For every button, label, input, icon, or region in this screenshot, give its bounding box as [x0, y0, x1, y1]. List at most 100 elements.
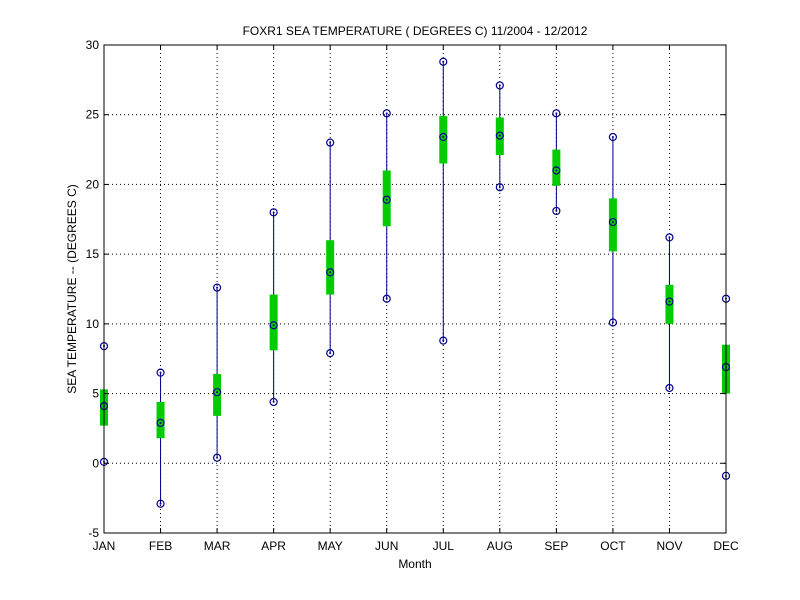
- marker-ring: [552, 109, 561, 118]
- interquartile-box: [552, 149, 561, 186]
- y-axis-title: SEA TEMPERATURE -- (DEGREES C): [65, 184, 79, 394]
- min-marker: [608, 318, 618, 327]
- x-tick-label: OCT: [600, 539, 626, 553]
- x-tick-label: SEP: [544, 539, 568, 553]
- marker-dot: [668, 236, 671, 239]
- marker-ring: [326, 138, 335, 147]
- marker-ring: [552, 166, 561, 175]
- box-apr: [269, 208, 278, 407]
- axis-ticks: -5 0 5 10 15 20 25 30 JAN FEB MAR APR MAY JUN JUL AUG SE…: [86, 38, 739, 553]
- min-marker: [495, 183, 504, 192]
- marker-ring: [156, 368, 165, 377]
- box-oct: [608, 132, 618, 327]
- box-aug: [495, 81, 504, 192]
- marker-dot: [442, 136, 445, 139]
- marker-ring: [269, 208, 278, 217]
- median-marker: [326, 268, 335, 277]
- max-marker: [156, 368, 165, 377]
- x-tick-label: MAY: [318, 539, 343, 553]
- marker-dot: [159, 371, 162, 374]
- x-tick-label: NOV: [656, 539, 682, 553]
- marker-dot: [329, 352, 332, 355]
- median-marker: [552, 166, 561, 175]
- max-marker: [439, 57, 448, 66]
- marker-ring: [382, 294, 391, 303]
- x-tick-label: JUL: [433, 539, 455, 553]
- interquartile-box: [213, 374, 222, 416]
- median-marker: [495, 131, 504, 140]
- marker-dot: [272, 324, 275, 327]
- marker-ring: [326, 349, 335, 358]
- x-tick-label: AUG: [487, 539, 513, 553]
- marker-ring: [382, 195, 391, 204]
- interquartile-box: [156, 401, 165, 439]
- marker-dot: [611, 221, 614, 224]
- min-marker: [439, 336, 448, 345]
- x-tick-label: JUN: [375, 539, 398, 553]
- marker-dot: [498, 134, 501, 137]
- interquartile-box: [665, 284, 674, 324]
- marker-dot: [611, 136, 614, 139]
- marker-ring: [326, 268, 335, 277]
- box-may: [326, 138, 335, 358]
- y-tick-label: 0: [92, 456, 99, 470]
- marker-dot: [329, 141, 332, 144]
- marker-dot: [668, 386, 671, 389]
- box-jun: [382, 109, 391, 303]
- marker-ring: [269, 321, 278, 330]
- y-tick-label: 5: [92, 387, 99, 401]
- min-marker: [212, 453, 222, 462]
- marker-dot: [216, 391, 219, 394]
- x-tick-label: MAR: [204, 539, 231, 553]
- marker-dot: [385, 112, 388, 115]
- median-marker: [156, 418, 165, 427]
- box-mar: [212, 283, 222, 462]
- marker-dot: [498, 84, 501, 87]
- marker-dot: [668, 300, 671, 303]
- y-tick-label: 15: [86, 247, 100, 261]
- marker-ring: [439, 57, 448, 66]
- marker-ring: [665, 233, 674, 242]
- min-marker: [382, 294, 391, 303]
- max-marker: [326, 138, 335, 147]
- marker-ring: [212, 388, 222, 397]
- marker-ring: [495, 131, 504, 140]
- marker-ring: [552, 206, 561, 216]
- marker-dot: [159, 421, 162, 424]
- interquartile-box: [608, 198, 617, 252]
- plot-area: [103, 44, 727, 534]
- marker-ring: [156, 418, 165, 427]
- box-jul: [439, 57, 448, 345]
- marker-dot: [272, 211, 275, 214]
- y-tick-label: 20: [86, 177, 100, 191]
- marker-dot: [159, 502, 162, 505]
- x-axis-title: Month: [398, 557, 431, 571]
- max-marker: [382, 109, 391, 118]
- interquartile-box: [269, 294, 278, 351]
- median-marker: [608, 217, 618, 227]
- x-tick-label: JAN: [93, 539, 116, 553]
- marker-dot: [498, 186, 501, 189]
- interquartile-box: [382, 170, 391, 227]
- max-marker: [552, 109, 561, 118]
- marker-ring: [665, 383, 674, 393]
- y-tick-label: 25: [86, 108, 100, 122]
- min-marker: [326, 349, 335, 358]
- box-sep: [552, 109, 561, 216]
- marker-dot: [442, 339, 445, 342]
- x-tick-label: APR: [261, 539, 286, 553]
- interquartile-box: [439, 116, 448, 164]
- y-tick-label: 30: [86, 38, 100, 52]
- marker-ring: [212, 283, 222, 292]
- marker-ring: [269, 397, 278, 407]
- marker-dot: [216, 286, 219, 289]
- chart-title: FOXR1 SEA TEMPERATURE ( DEGREES C) 11/20…: [243, 24, 588, 38]
- min-marker: [665, 383, 674, 393]
- max-marker: [269, 208, 278, 217]
- box-nov: [665, 233, 674, 393]
- marker-dot: [385, 297, 388, 300]
- interquartile-box: [326, 240, 335, 295]
- median-marker: [212, 388, 222, 397]
- x-tick-label: FEB: [149, 539, 172, 553]
